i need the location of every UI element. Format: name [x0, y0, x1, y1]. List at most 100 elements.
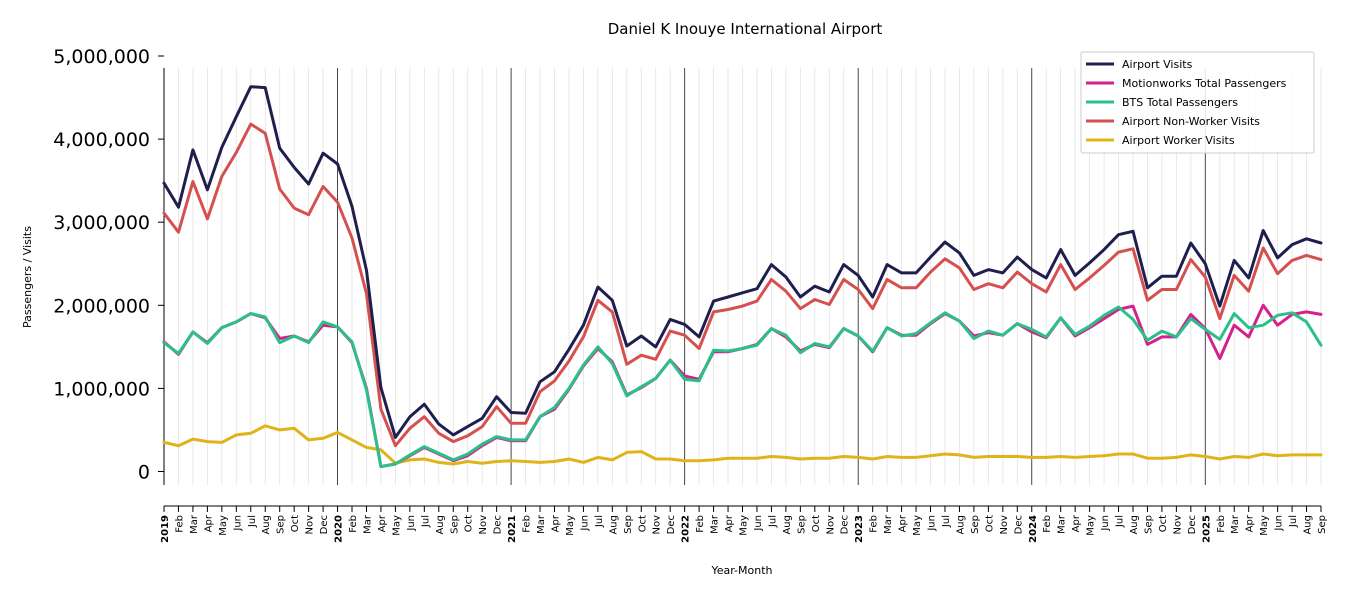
x-tick-label: Oct: [464, 515, 475, 532]
x-tick-label: Jul: [594, 515, 605, 528]
x-tick-label: Feb: [869, 515, 880, 533]
x-tick-label: Aug: [1303, 515, 1314, 535]
x-tick-label: Jun: [579, 515, 590, 532]
x-tick-label: Apr: [377, 514, 388, 532]
x-tick-label: Nov: [478, 515, 489, 535]
x-tick-label: Sep: [970, 515, 981, 534]
x-tick-label: Jul: [941, 515, 952, 528]
x-tick-label: Mar: [536, 514, 547, 534]
x-tick-label: 2023: [854, 515, 865, 543]
y-tick-label: 3,000,000: [53, 212, 150, 234]
legend-entry: Motionworks Total Passengers: [1122, 77, 1287, 90]
x-tick-label: Apr: [898, 514, 909, 532]
x-tick-label: 2024: [1028, 515, 1039, 543]
x-tick-label: Aug: [261, 515, 272, 535]
x-tick-label: Aug: [1129, 515, 1140, 535]
x-tick-label: Dec: [1187, 515, 1198, 534]
x-tick-label: Jun: [927, 515, 938, 532]
x-tick-label: Sep: [1143, 515, 1154, 534]
x-tick-label: Feb: [174, 515, 185, 533]
x-tick-label: Dec: [840, 515, 851, 534]
x-tick-label: 2019: [160, 515, 171, 543]
x-tick-label: 2021: [507, 515, 518, 543]
x-tick-label: 2025: [1201, 515, 1212, 543]
x-tick-label: 2020: [334, 515, 345, 543]
x-tick-label: Jul: [1115, 515, 1126, 528]
series-line-bts-total-passengers: [162, 305, 1323, 468]
x-tick-label: Sep: [623, 515, 634, 534]
x-tick-label: Oct: [1158, 515, 1169, 532]
x-tick-label: Aug: [782, 515, 793, 535]
x-tick-label: Jul: [420, 515, 431, 528]
legend-entry: Airport Non-Worker Visits: [1122, 115, 1260, 128]
x-tick-label: Apr: [1071, 514, 1082, 532]
x-tick-label: Sep: [449, 515, 460, 534]
x-tick-label: Aug: [435, 515, 446, 535]
x-tick-label: Sep: [1317, 515, 1328, 534]
x-tick-label: Nov: [305, 515, 316, 535]
x-tick-label: Sep: [276, 515, 287, 534]
x-tick-label: May: [1259, 515, 1270, 536]
y-tick-label: 4,000,000: [53, 129, 150, 151]
x-tick-label: Apr: [203, 514, 214, 532]
x-tick-label: Jun: [753, 515, 764, 532]
x-tick-label: Nov: [999, 515, 1010, 535]
x-tick-label: Aug: [608, 515, 619, 535]
x-tick-label: May: [391, 515, 402, 536]
x-tick-label: Oct: [811, 515, 822, 532]
x-tick-label: 2022: [681, 515, 692, 543]
x-tick-label: Feb: [1216, 515, 1227, 533]
x-tick-label: Feb: [1042, 515, 1053, 533]
x-tick-label: May: [912, 515, 923, 536]
y-axis-label: Passengers / Visits: [21, 226, 34, 328]
x-tick-label: Mar: [1230, 514, 1241, 534]
legend: Airport Visits Motionworks Total Passenge…: [1080, 51, 1315, 154]
chart-title: Daniel K Inouye International Airport: [608, 20, 883, 38]
x-tick-label: Apr: [1245, 514, 1256, 532]
x-tick-label: Feb: [695, 515, 706, 533]
x-tick-label: Jun: [406, 515, 417, 532]
y-tick-label: 1,000,000: [53, 378, 150, 400]
x-axis-label: Year-Month: [710, 564, 772, 577]
x-tick-label: Aug: [955, 515, 966, 535]
x-tick-label: Apr: [724, 514, 735, 532]
x-tick-label: Feb: [348, 515, 359, 533]
x-tick-label: Mar: [883, 514, 894, 534]
x-axis: 2019 Feb Mar Apr May Jun Jul Aug Sep Oct Nov Dec 202…: [160, 505, 1328, 543]
x-tick-label: Oct: [984, 515, 995, 532]
x-tick-label: Nov: [1172, 515, 1183, 535]
legend-entry: Airport Worker Visits: [1122, 134, 1235, 147]
x-tick-label: Jul: [1288, 515, 1299, 528]
series-lines: [162, 85, 1323, 468]
y-axis: 0 1,000,000 2,000,000 3,000,000 4,000,000 5,0…: [53, 46, 165, 485]
x-tick-label: Dec: [319, 515, 330, 534]
x-tick-label: May: [565, 515, 576, 536]
x-tick-label: Dec: [666, 515, 677, 534]
x-tick-label: Mar: [189, 514, 200, 534]
y-tick-label: 0: [138, 462, 150, 484]
x-tick-label: Jul: [247, 515, 258, 528]
x-tick-label: May: [739, 515, 750, 536]
x-tick-label: Nov: [652, 515, 663, 535]
y-tick-label: 2,000,000: [53, 295, 150, 317]
series-line-airport-visits: [162, 85, 1323, 439]
legend-entry: Airport Visits: [1122, 58, 1193, 71]
x-tick-label: Jun: [1274, 515, 1285, 532]
x-tick-label: Mar: [1057, 514, 1068, 534]
x-tick-label: May: [1086, 515, 1097, 536]
legend-box: [1080, 51, 1315, 154]
series-line-airport-worker-visits: [162, 424, 1323, 466]
x-tick-label: Jul: [767, 515, 778, 528]
x-tick-label: Sep: [796, 515, 807, 534]
x-tick-label: Jun: [232, 515, 243, 532]
x-tick-label: Feb: [522, 515, 533, 533]
x-tick-label: Dec: [1013, 515, 1024, 534]
x-tick-label: Nov: [825, 515, 836, 535]
x-tick-label: Mar: [710, 514, 721, 534]
x-tick-label: Oct: [290, 515, 301, 532]
x-tick-label: Jun: [1100, 515, 1111, 532]
x-tick-label: Dec: [493, 515, 504, 534]
series-line-airport-non-worker-visits: [162, 122, 1323, 448]
legend-entry: BTS Total Passengers: [1122, 96, 1238, 109]
